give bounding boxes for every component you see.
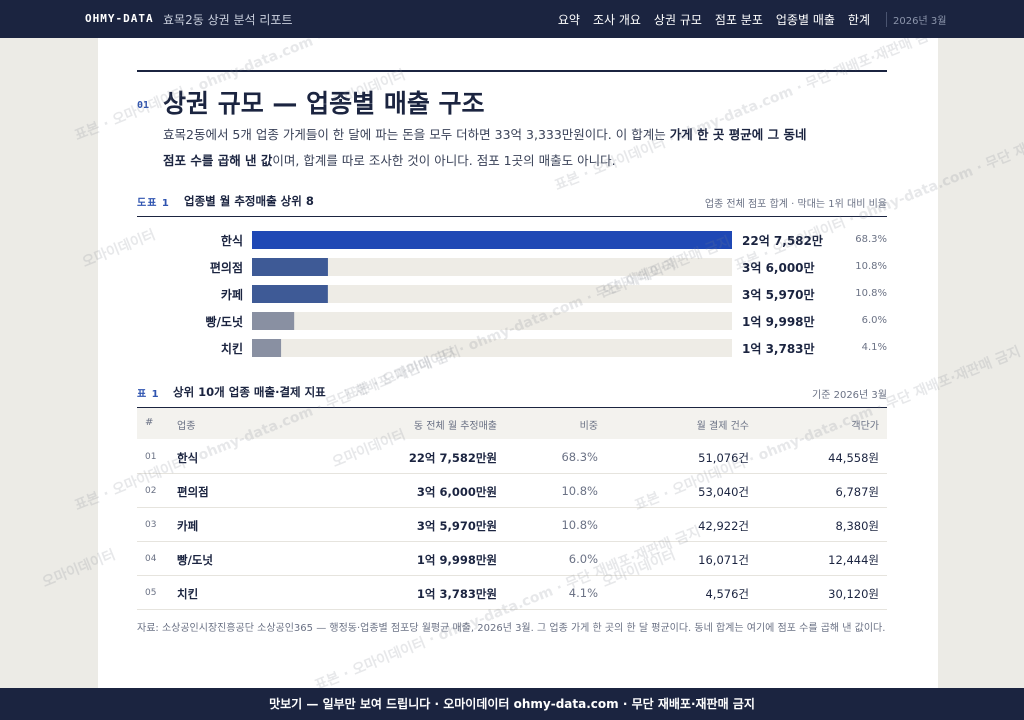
table-note: 기준 2026년 3월 [812,390,887,401]
section-rule [137,70,887,72]
table-cell: 4,576건 [705,587,749,601]
table-cell: 03 [145,520,157,530]
value-label: 3억 5,970만 [742,288,815,302]
bar [252,312,295,330]
table-cell: 42,922건 [698,519,749,533]
bar-track [252,285,732,303]
table-cell: 53,040건 [698,485,749,499]
nav-link[interactable]: 상권 규모 [653,13,702,27]
table-label: 표 1 [137,389,160,400]
table-cell: 16,071건 [698,553,749,567]
table-cell: 30,120원 [828,587,879,601]
nav-link[interactable]: 한계 [847,13,870,27]
bar [252,258,328,276]
share-label: 10.8% [855,288,887,299]
figure-note: 업종 전체 점포 합계 · 막대는 1위 대비 비율 [704,199,887,210]
table-cell: 51,076건 [698,451,749,465]
table-cell: 3억 5,970만원 [416,519,497,533]
content-card [98,38,938,688]
report-title: 효목2동 상권 분석 리포트 [163,13,293,27]
nav-links: 요약 조사 개요 상권 규모 점포 분포 업종별 매출 한계 [558,11,870,28]
section-title: 상권 규모 — 업종별 매출 구조 [163,89,485,118]
share-label: 68.3% [855,234,887,245]
table-cell: 02 [145,486,157,496]
table-cell: 치킨 [177,587,199,601]
category-label: 한식 [220,234,243,248]
table-cell: 44,558원 [828,451,879,465]
row-divider [137,575,887,576]
row-divider [137,507,887,508]
row-divider [137,541,887,542]
table-cell: 68.3% [561,450,598,464]
bar [252,231,732,249]
table-cell: 빵/도넛 [177,553,213,567]
nav-link[interactable]: 업종별 매출 [775,13,835,27]
section-number: 01 [137,100,150,111]
figure-rule [137,216,887,217]
nav-link[interactable]: 요약 [557,13,580,27]
brand[interactable]: OHMY-DATA [85,12,154,25]
table-rule [137,407,887,408]
figure-label: 도표 1 [137,198,170,209]
table-header: 동 전체 월 추정매출 [413,421,497,432]
table-cell: 카페 [177,519,199,533]
nav-link[interactable]: 점포 분포 [714,13,763,27]
table-header: 비중 [579,421,598,432]
bar [252,339,282,357]
table-cell: 편의점 [177,485,209,499]
bar-track [252,339,732,357]
table-cell: 12,444원 [828,553,879,567]
section-paragraph: 효목2동에서 5개 업종 가게들이 한 달에 파는 돈을 모두 더하면 33억 … [163,122,813,174]
value-label: 1억 9,998만 [742,315,815,329]
table-cell: 8,380원 [835,519,879,533]
value-label: 1억 3,783만 [742,342,815,356]
source-note: 자료: 소상공인시장진흥공단 소상공인365 — 행정동·업종별 점포당 월평균… [137,623,886,634]
top-nav: OHMY-DATA 효목2동 상권 분석 리포트 요약 조사 개요 상권 규모 점포 … [0,0,1024,38]
table-cell: 01 [145,452,157,462]
table-cell: 04 [145,554,157,564]
emphasis: 가게 한 곳 평균에 그 동네 점포 수를 곱해 낸 값 [163,127,807,168]
text: 효목2동에서 5개 업종 가게들이 한 달에 파는 돈을 모두 더하면 33억 … [163,127,670,142]
table-cell: 6,787원 [835,485,879,499]
category-label: 카페 [220,288,243,302]
table-header: 객단가 [851,421,879,432]
table-cell: 05 [145,588,157,598]
table-cell: 1억 9,998만원 [416,553,497,567]
category-label: 편의점 [209,261,243,275]
table-header-bg [137,408,887,439]
value-label: 3억 6,000만 [742,261,815,275]
bar [252,285,328,303]
bar-track [252,312,732,330]
table-cell: 6.0% [568,552,598,566]
figure-title: 업종별 월 추정매출 상위 8 [184,194,314,208]
value-label: 22억 7,582만 [742,234,823,248]
table-header: # [145,417,154,428]
table-cell: 1억 3,783만원 [416,587,497,601]
nav-link[interactable]: 조사 개요 [592,13,641,27]
table-header: 월 결제 건수 [696,421,749,432]
table-cell: 3억 6,000만원 [416,485,497,499]
share-label: 4.1% [861,342,887,353]
table-cell: 10.8% [561,484,598,498]
category-label: 빵/도넛 [205,315,243,329]
table-title: 상위 10개 업종 매출·결제 지표 [173,385,326,399]
table-cell: 4.1% [568,586,598,600]
table-header: 업종 [177,421,196,432]
row-divider [137,609,887,610]
table-cell: 22억 7,582만원 [408,451,497,465]
text: 이며, 합계를 따로 조사한 것이 아니다. 점포 1곳의 매출도 아니다. [272,153,616,168]
table-cell: 한식 [177,451,199,465]
table-cell: 10.8% [561,518,598,532]
footer-banner: 맛보기 — 일부만 보여 드립니다 · 오마이데이터 ohmy-data.com… [0,688,1024,720]
share-label: 10.8% [855,261,887,272]
report-date: 2026년 3월 [886,12,946,27]
category-label: 치킨 [220,342,243,356]
row-divider [137,473,887,474]
bar-track [252,258,732,276]
share-label: 6.0% [861,315,887,326]
